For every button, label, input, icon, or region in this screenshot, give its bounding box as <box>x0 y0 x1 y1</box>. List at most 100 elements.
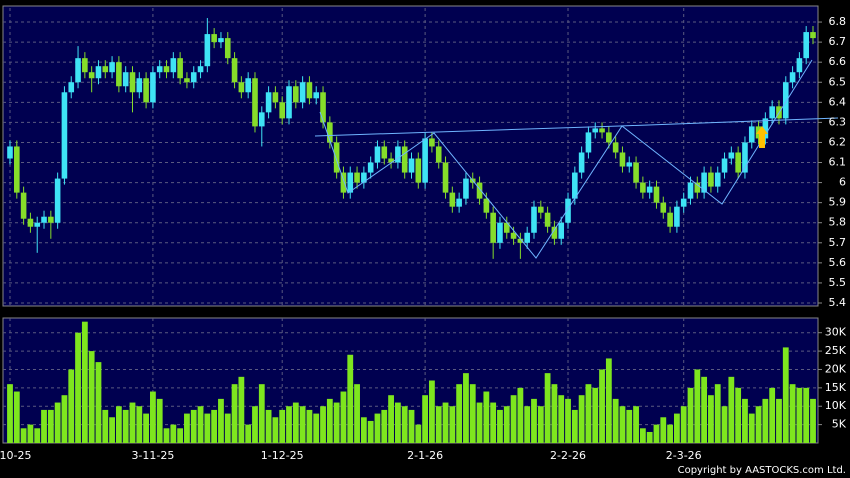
volume-bar <box>34 428 41 443</box>
neckline <box>314 117 839 137</box>
volume-bar <box>810 398 816 443</box>
volume-bar <box>673 413 680 443</box>
candle-body <box>721 158 728 173</box>
volume-bar <box>136 406 143 443</box>
candle-body <box>680 198 687 207</box>
volume-bar <box>129 402 136 443</box>
candle-body <box>258 112 265 127</box>
y-tick-label: 20K <box>825 362 847 375</box>
y-tick-label: 10K <box>825 399 847 412</box>
candle-body <box>544 212 551 227</box>
y-tick-label: 5.4 <box>829 296 847 309</box>
volume-bar <box>762 398 769 443</box>
volume-bar <box>605 358 612 443</box>
candle-body <box>95 66 102 79</box>
candle-body <box>762 118 769 139</box>
volume-bar <box>422 395 429 443</box>
volume-bar <box>320 406 326 443</box>
candle-body <box>143 78 149 103</box>
candle-body <box>708 172 714 187</box>
y-tick-label: 6.8 <box>829 15 847 28</box>
candle-body <box>714 172 721 187</box>
volume-bar <box>115 406 122 443</box>
volume-bar <box>789 384 796 443</box>
volume-bar <box>442 402 449 443</box>
y-tick-label: 6 <box>839 176 846 189</box>
candle-body <box>415 158 422 183</box>
candle-body <box>735 152 741 173</box>
marks-layer <box>7 18 816 443</box>
volume-bar <box>429 380 435 443</box>
candle-body <box>75 58 81 83</box>
candle-body <box>694 182 701 193</box>
candle-body <box>279 102 286 119</box>
candle-body <box>299 82 306 103</box>
volume-bar <box>13 391 20 443</box>
pattern-lines <box>314 59 839 259</box>
volume-bar <box>782 347 789 443</box>
candle-body <box>265 92 272 113</box>
candle-body <box>463 178 469 199</box>
volume-bar <box>571 409 578 443</box>
candle-body <box>374 146 381 163</box>
volume-bar <box>360 417 367 443</box>
volume-bar <box>408 409 415 443</box>
x-tick-label: 3-11-25 <box>131 449 174 462</box>
candle-body <box>34 222 41 227</box>
candle-body <box>224 38 231 59</box>
y-tick-label: 5.6 <box>829 256 847 269</box>
volume-bar <box>95 362 102 443</box>
volume-bar <box>388 395 394 443</box>
y-tick-label: 15K <box>825 381 847 394</box>
volume-bar <box>272 417 279 443</box>
candle-body <box>422 138 428 183</box>
candle-body <box>122 72 129 87</box>
y-tick-label: 5.8 <box>829 216 847 229</box>
candle-body <box>626 162 633 167</box>
candle-body <box>640 182 646 193</box>
volume-bar <box>204 413 211 443</box>
volume-bar <box>7 384 13 443</box>
candle-body <box>612 142 619 153</box>
candle-body <box>748 126 755 143</box>
candle-body <box>54 178 61 223</box>
candle-body <box>102 66 109 73</box>
candle-body <box>687 182 694 199</box>
volume-bar <box>558 395 565 443</box>
volume-bar <box>483 391 490 443</box>
volume-bar <box>435 406 442 443</box>
volume-bar <box>687 387 694 443</box>
candle-body <box>286 86 292 119</box>
volume-bar <box>476 402 483 443</box>
candle-body <box>435 146 442 163</box>
candle-body <box>204 34 211 67</box>
x-tick-label: 2-3-26 <box>666 449 702 462</box>
volume-bar <box>449 406 456 443</box>
volume-bar <box>510 395 517 443</box>
candle-body <box>429 138 435 147</box>
x-tick-label: 2-1-26 <box>407 449 443 462</box>
candle-body <box>61 92 68 179</box>
volume-bar <box>218 398 224 443</box>
volume-bar <box>619 406 626 443</box>
candle-body <box>367 162 374 173</box>
candle-body <box>313 92 320 99</box>
volume-bar <box>238 376 245 443</box>
volume-bar <box>721 406 728 443</box>
y-tick-label: 5.9 <box>829 196 847 209</box>
volume-bar <box>394 402 401 443</box>
candle-body <box>789 72 796 83</box>
candle-body <box>701 172 707 193</box>
volume-bar <box>708 395 714 443</box>
candle-body <box>442 162 449 193</box>
volume-bar <box>41 409 47 443</box>
volume-bar <box>170 424 177 443</box>
volume-bar <box>306 409 313 443</box>
candle-body <box>272 92 279 103</box>
volume-bar <box>517 387 524 443</box>
volume-bar <box>742 398 748 443</box>
candle-body <box>592 128 599 133</box>
volume-bar <box>47 409 54 443</box>
volume-bar <box>796 387 803 443</box>
